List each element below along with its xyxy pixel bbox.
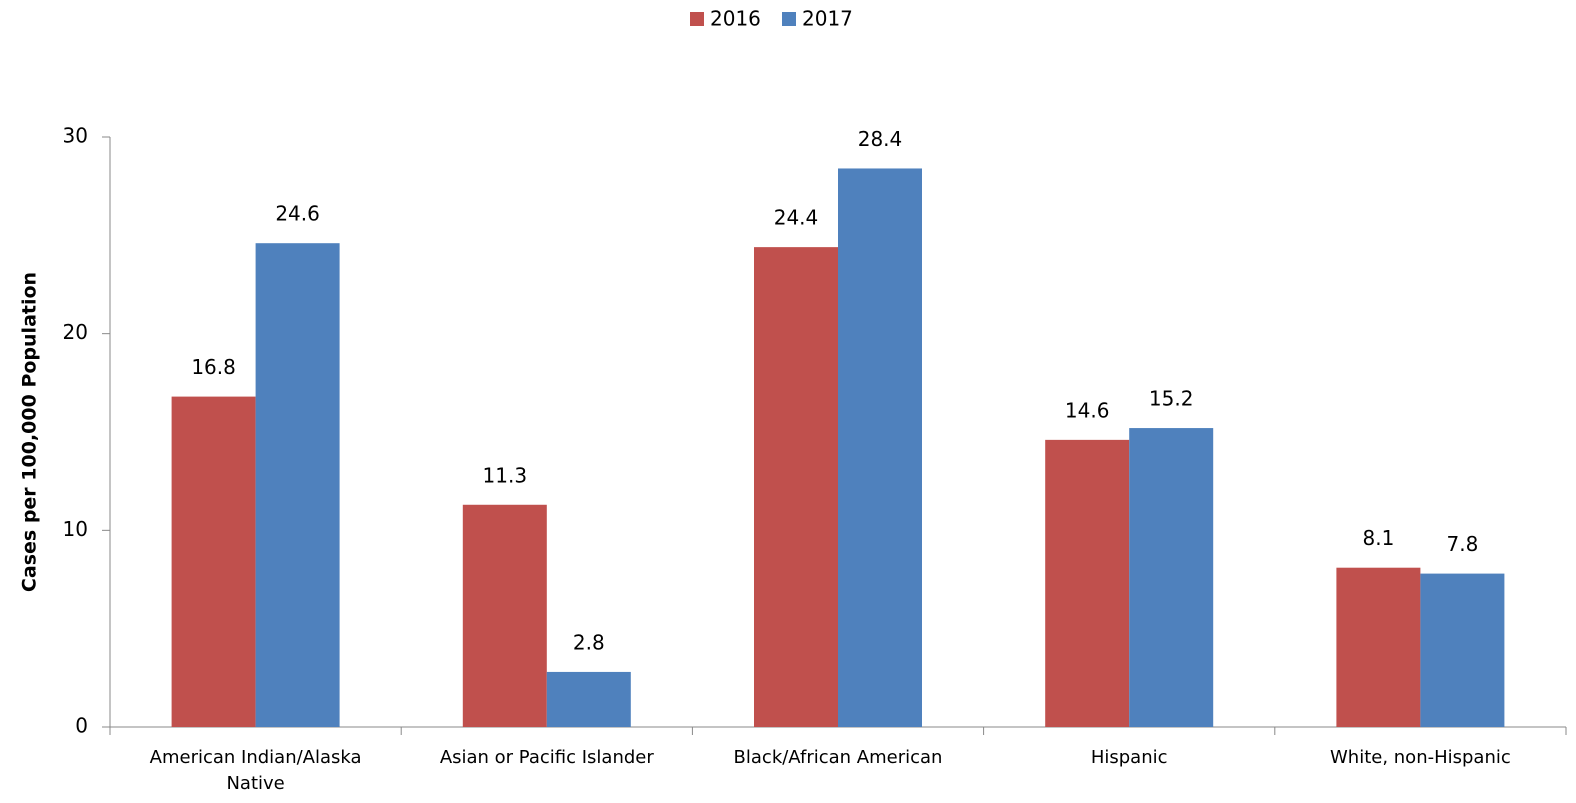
- x-tick-label: White, non-Hispanic: [1329, 747, 1511, 768]
- bar: [1129, 428, 1214, 727]
- value-label: 16.8: [191, 355, 236, 379]
- x-tick-label: Hispanic: [1090, 747, 1168, 768]
- legend-swatch: [690, 12, 704, 26]
- y-tick-label: 0: [75, 714, 88, 738]
- value-label: 11.3: [483, 463, 528, 487]
- bar: [546, 671, 631, 727]
- value-label: 24.4: [774, 206, 819, 230]
- x-tick-label: Asian or Pacific Islander: [439, 747, 654, 768]
- value-label: 28.4: [858, 127, 903, 151]
- bar: [1420, 573, 1505, 727]
- bar: [462, 504, 547, 727]
- bar: [1336, 567, 1421, 727]
- legend-swatch: [782, 12, 796, 26]
- value-label: 15.2: [1149, 387, 1194, 411]
- x-tick-label: Black/African American: [733, 747, 943, 768]
- bar: [171, 396, 256, 727]
- value-label: 24.6: [275, 202, 320, 226]
- y-tick-label: 10: [63, 517, 88, 541]
- value-label: 7.8: [1446, 532, 1478, 556]
- y-tick-label: 30: [63, 124, 88, 148]
- legend-label: 2016: [710, 7, 761, 31]
- value-label: 14.6: [1065, 398, 1110, 422]
- bar: [754, 247, 838, 727]
- x-tick-label: American Indian/Alaska Native: [149, 747, 362, 794]
- bar: [255, 243, 340, 727]
- bar: [1045, 439, 1130, 727]
- value-label: 8.1: [1362, 526, 1394, 550]
- y-tick-label: 20: [63, 320, 88, 344]
- y-axis-label: Cases per 100,000 Population: [19, 272, 41, 592]
- legend-label: 2017: [802, 7, 853, 31]
- value-label: 2.8: [573, 630, 605, 654]
- bar: [838, 168, 922, 727]
